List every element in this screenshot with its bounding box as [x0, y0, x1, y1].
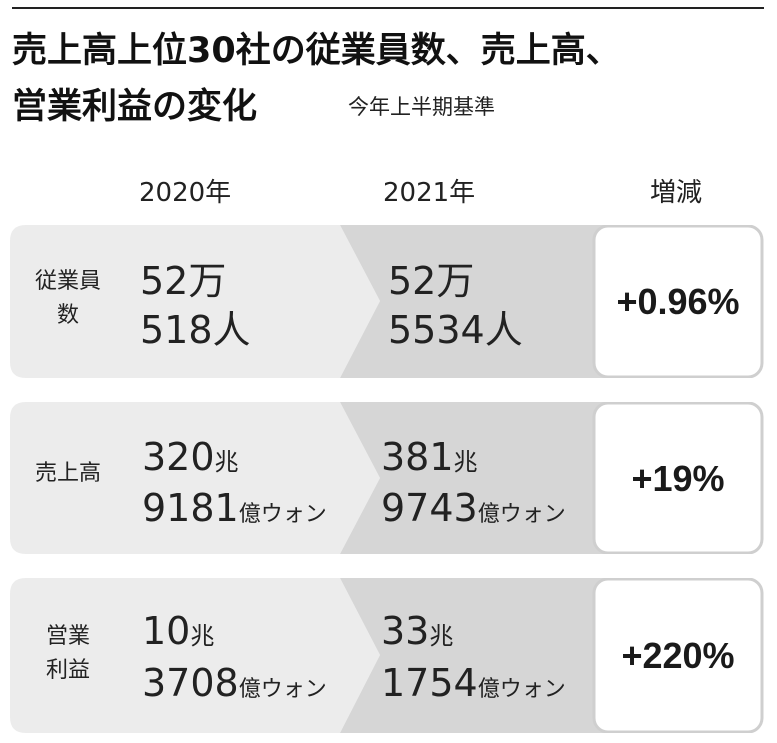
change-percent: +220% [621, 635, 735, 676]
panel-2020 [10, 402, 380, 554]
value-number: 1754 [381, 661, 478, 705]
value-unit: 兆 [190, 622, 215, 650]
chart-title-line2: 営業利益の変化 [12, 87, 258, 127]
value-unit: 億ウォン [238, 502, 327, 527]
row-panels [10, 225, 764, 378]
value-unit: 億ウォン [477, 677, 566, 702]
column-header-change: 増減 [650, 178, 703, 208]
row-label: 営業 利益 [18, 620, 118, 688]
value-2021-line2: 1754億ウォン [381, 664, 566, 702]
value-2020-line1: 320兆 [142, 438, 239, 476]
row-label-line2: 数 [56, 303, 79, 328]
panel-2021 [340, 578, 610, 733]
panel-2020 [10, 225, 380, 378]
chart-subtitle: 今年上半期基準 [348, 95, 495, 119]
table-row-revenue: 売上高 320兆 9181億ウォン 381兆 9743億ウォン +19% [10, 402, 765, 554]
value-number: 9743 [381, 486, 478, 530]
value-2021-line1: 381兆 [381, 438, 478, 476]
value-number: 3708 [142, 661, 239, 705]
value-unit: 兆 [429, 622, 454, 650]
top-rule [12, 7, 764, 9]
value-2021-line1: 33兆 [381, 612, 453, 650]
value-number: 381 [381, 435, 454, 479]
table-row-operating-profit: 営業 利益 10兆 3708億ウォン 33兆 1754億ウォン +220% [10, 578, 765, 733]
value-2020-line2: 3708億ウォン [142, 664, 327, 702]
value-2020-line1: 10兆 [142, 612, 214, 650]
value-2020-line2: 518人 [140, 308, 251, 352]
value-unit: 兆 [453, 448, 478, 476]
value-2020-line2: 9181億ウォン [142, 489, 327, 527]
row-label-line1: 従業員 [34, 269, 101, 294]
value-number: 320 [142, 435, 215, 479]
value-unit: 億ウォン [238, 677, 327, 702]
panel-2021 [340, 402, 610, 554]
value-number: 33 [381, 609, 430, 653]
value-2021-line2: 9743億ウォン [381, 489, 566, 527]
panel-2021 [340, 225, 610, 378]
panel-2020 [10, 578, 380, 733]
value-unit: 兆 [214, 448, 239, 476]
table-row-employees: 従業員 数 52万 518人 52万 5534人 +0.96% [10, 225, 765, 378]
change-box [592, 225, 764, 378]
row-panels [10, 578, 764, 733]
value-2021-line1: 52万 [388, 259, 475, 303]
value-number: 10 [142, 609, 191, 653]
value-number: 9181 [142, 486, 239, 530]
row-panels [10, 402, 764, 554]
row-label-line1: 営業 [45, 624, 90, 649]
change-percent: +0.96% [616, 281, 740, 322]
row-label-line2: 利益 [45, 658, 90, 683]
change-percent: +19% [631, 458, 725, 499]
change-box [592, 578, 764, 733]
change-box [592, 402, 764, 554]
chart-title-line1: 売上高上位30社の従業員数、売上高、 [12, 31, 621, 71]
value-unit: 億ウォン [477, 502, 566, 527]
row-label-line1: 売上高 [34, 461, 101, 486]
column-header-2020: 2020年 [139, 178, 232, 208]
row-label: 売上高 [18, 457, 118, 491]
column-header-2021: 2021年 [383, 178, 476, 208]
value-2021-line2: 5534人 [388, 308, 523, 352]
value-2020-line1: 52万 [140, 259, 227, 303]
row-label: 従業員 数 [18, 265, 118, 333]
